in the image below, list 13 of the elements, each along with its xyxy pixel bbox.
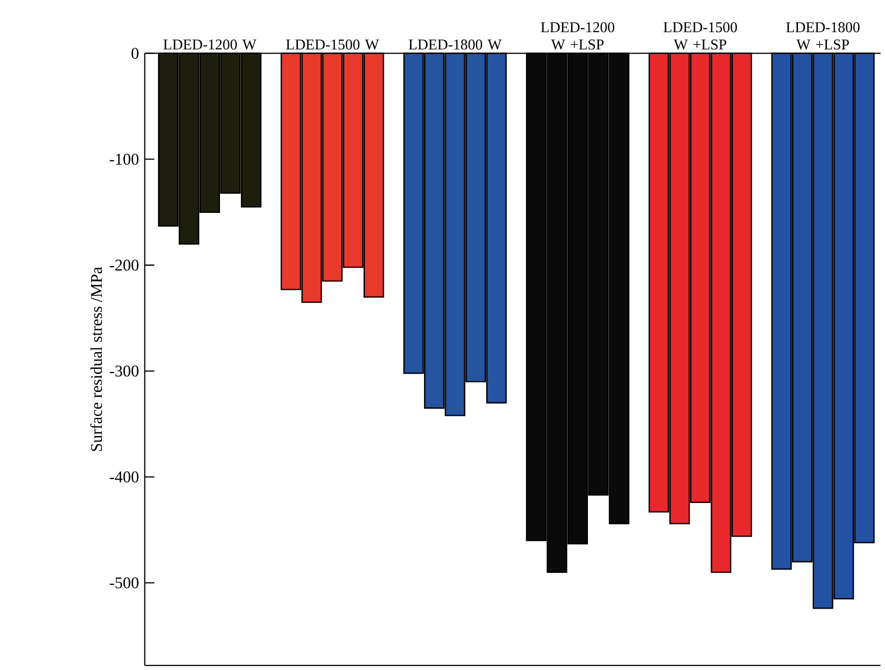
y-tick-label: -200 — [110, 260, 138, 271]
x-tick-label: LDED-1500 W — [286, 40, 380, 50]
y-axis-title: Surface residual stress /MPa — [90, 267, 102, 452]
y-tick-label: -400 — [110, 472, 138, 483]
y-tick-label: -300 — [110, 366, 138, 377]
y-tick-label: 0 — [132, 48, 138, 59]
y-tick-label: -100 — [110, 154, 138, 165]
y-tick-label: -500 — [110, 577, 138, 588]
x-tick-label: LDED-1500 W +LSP — [664, 22, 737, 50]
x-tick-label: LDED-1200 W — [163, 40, 256, 50]
x-tick-label: LDED-1800 W +LSP — [786, 22, 860, 50]
x-tick-label: LDED-1800 W — [408, 40, 502, 50]
x-tick-label: LDED-1200 W +LSP — [540, 22, 614, 50]
